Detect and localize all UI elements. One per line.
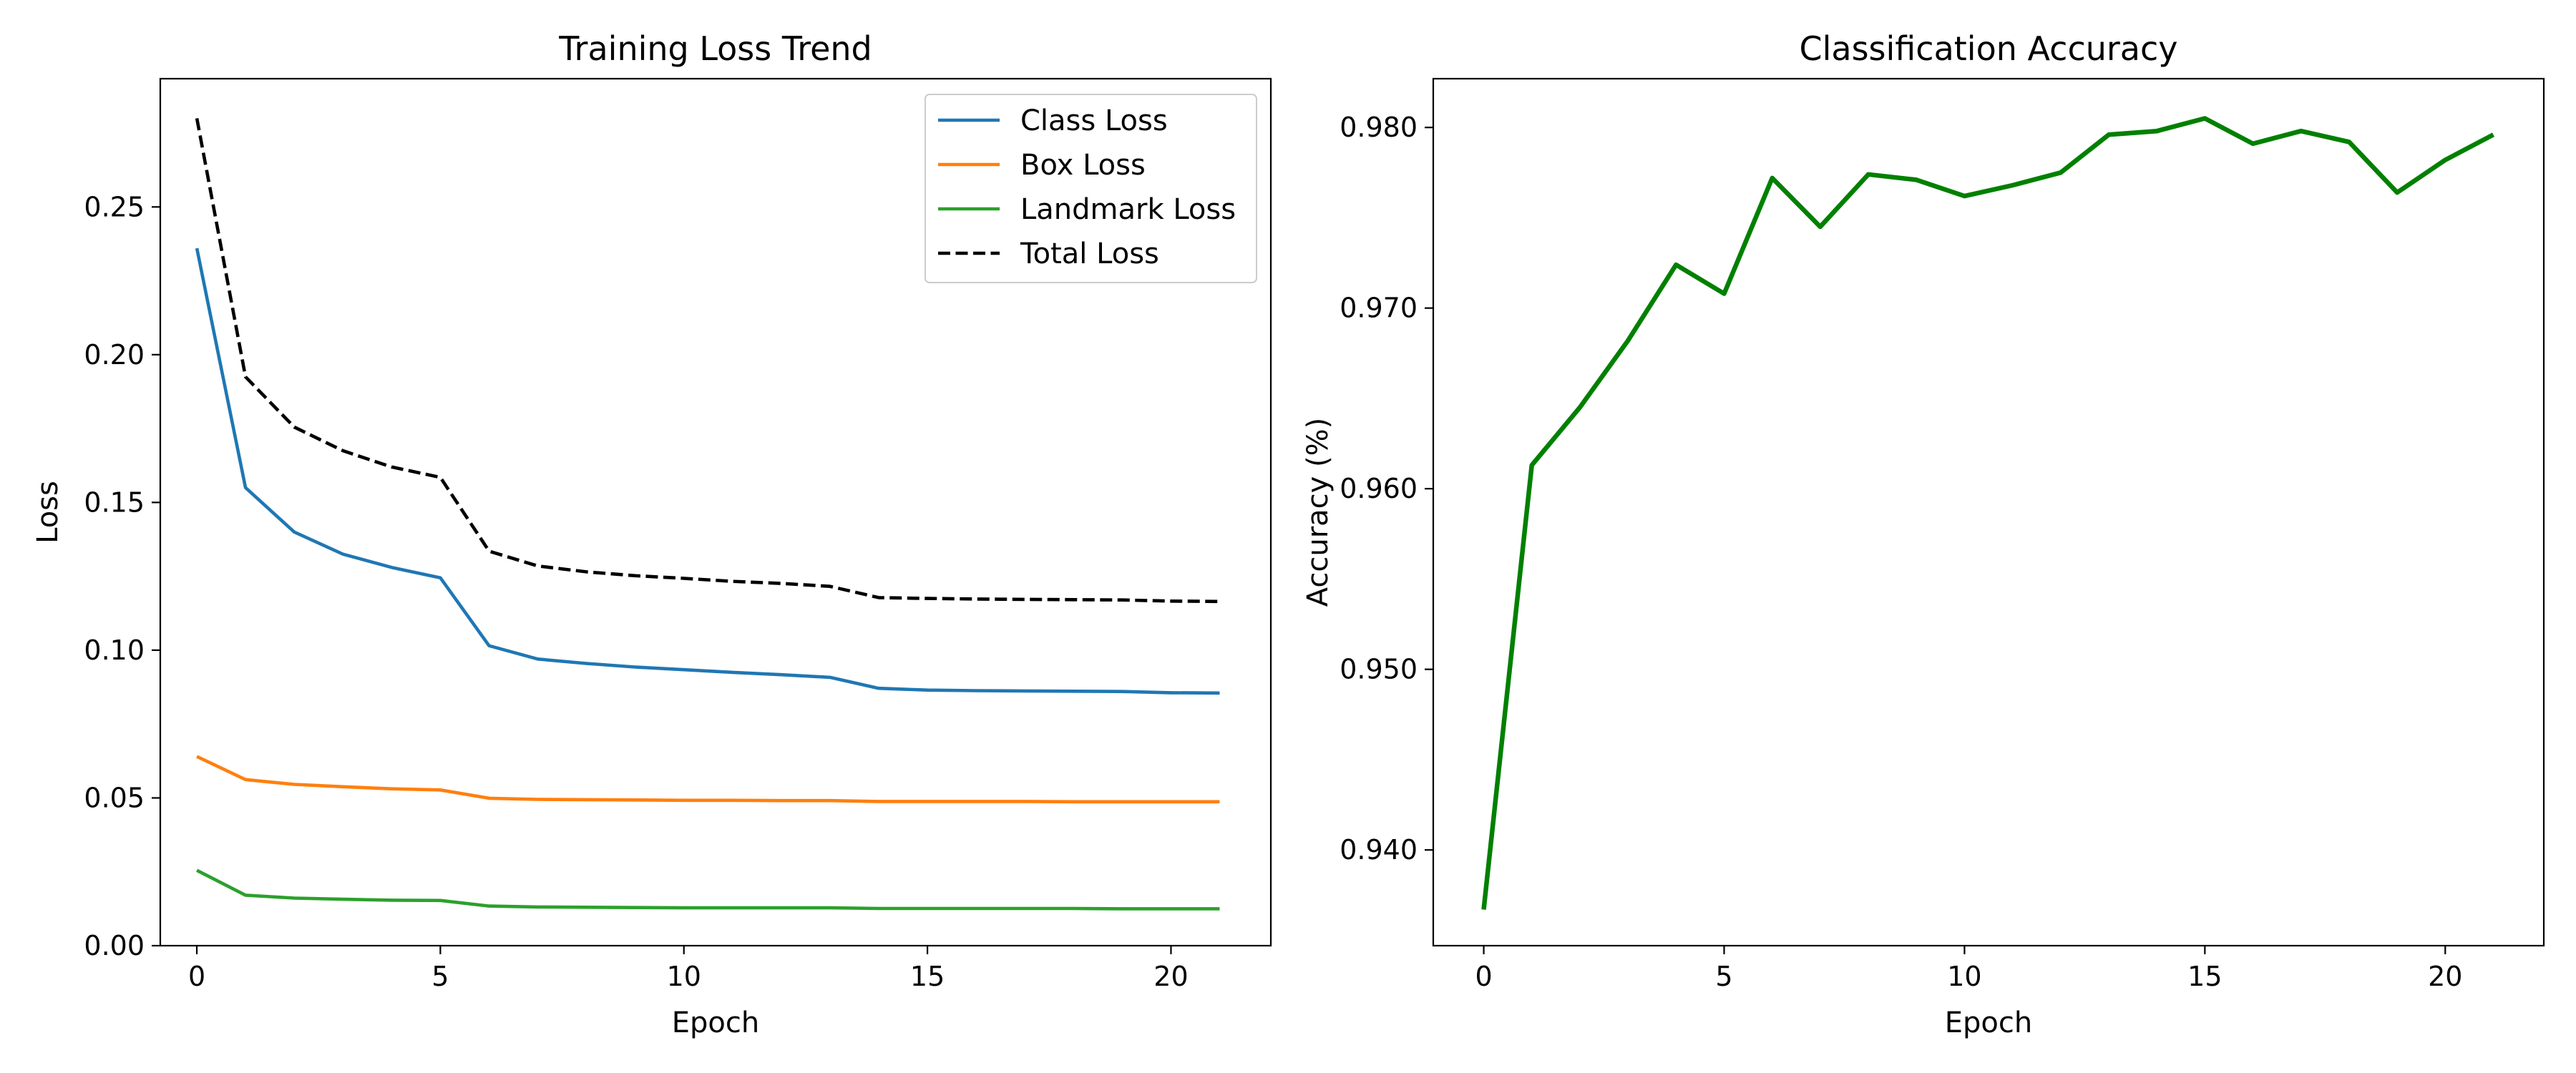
x-tick-label: 15: [2187, 961, 2222, 992]
y-axis-label: Accuracy (%): [1302, 418, 1335, 607]
legend-label: Class Loss: [1020, 104, 1168, 137]
y-tick-label: 0.970: [1340, 293, 1418, 324]
legend-label: Total Loss: [1020, 237, 1159, 270]
x-tick-label: 20: [2428, 961, 2462, 992]
y-tick-label: 0.980: [1340, 112, 1418, 143]
y-tick-label: 0.940: [1340, 834, 1418, 866]
y-axis-label: Loss: [31, 481, 64, 544]
x-tick-label: 15: [910, 961, 945, 992]
landmark-loss-line: [196, 868, 1220, 911]
y-tick-label: 0.10: [84, 635, 145, 666]
plot-frame: [1432, 77, 2545, 947]
x-tick-label: 0: [1475, 961, 1492, 992]
y-tick-label: 0.950: [1340, 654, 1418, 685]
y-tick-label: 0.25: [84, 191, 145, 222]
x-axis-label: Epoch: [1945, 1006, 2032, 1039]
chart-title: Classification Accuracy: [1800, 29, 2178, 68]
x-tick-label: 5: [1715, 961, 1732, 992]
total-loss-line: [195, 117, 1220, 604]
legend-label: Landmark Loss: [1020, 193, 1236, 226]
x-tick-label: 0: [188, 961, 205, 992]
class-loss-line: [195, 248, 1220, 695]
x-tick-label: 10: [1947, 961, 1981, 992]
x-tick-label: 5: [431, 961, 449, 992]
y-tick-label: 0.960: [1340, 473, 1418, 504]
y-tick-label: 0.00: [84, 930, 145, 961]
loss-chart: Training Loss Trend Epoch Loss 0 5 10 15 20 0.00…: [31, 29, 1272, 1039]
x-axis-label: Epoch: [672, 1006, 759, 1039]
accuracy-chart: Classification Accuracy Epoch Accuracy (%)…: [1302, 29, 2545, 1039]
y-tick-label: 0.20: [84, 339, 145, 371]
legend-box: [924, 94, 1257, 283]
x-tick-label: 10: [667, 961, 701, 992]
box-loss-line: [196, 755, 1220, 804]
y-tick-label: 0.05: [84, 782, 145, 813]
chart-title: Training Loss Trend: [558, 29, 872, 68]
x-tick-label: 20: [1153, 961, 1188, 992]
legend: Class Loss Box Loss Landmark Loss Total Los…: [924, 94, 1257, 283]
legend-label: Box Loss: [1020, 149, 1146, 182]
plot-frame: [159, 77, 1272, 947]
y-tick-label: 0.15: [84, 486, 145, 518]
accuracy-line: [1481, 116, 2495, 910]
